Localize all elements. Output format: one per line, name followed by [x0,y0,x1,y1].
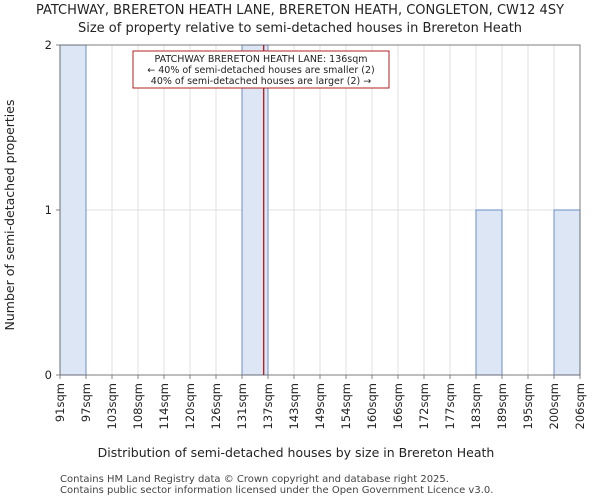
y-axis-label: Number of semi-detached properties [2,100,17,331]
x-tick-label: 154sqm [339,383,353,429]
x-tick-label: 172sqm [417,383,431,429]
y-tick-label: 2 [45,38,52,52]
x-tick-label: 114sqm [157,383,171,429]
chart-title: PATCHWAY, BRERETON HEATH LANE, BRERETON … [36,3,564,18]
x-tick-label: 126sqm [209,383,223,429]
chart-subtitle: Size of property relative to semi-detach… [78,21,522,36]
annotation-line-3: 40% of semi-detached houses are larger (… [151,76,371,87]
annotation-line-2: ← 40% of semi-detached houses are smalle… [147,65,375,76]
annotation-line-1: PATCHWAY BRERETON HEATH LANE: 136sqm [154,54,367,65]
x-tick-label: 103sqm [105,383,119,429]
x-tick-label: 97sqm [79,383,93,422]
x-tick-label: 183sqm [469,383,483,429]
x-tick-label: 200sqm [547,383,561,429]
x-axis-label: Distribution of semi-detached houses by … [98,445,495,460]
x-tick-label: 108sqm [131,383,145,429]
x-tick-label: 195sqm [521,383,535,429]
x-tick-label: 131sqm [235,383,249,429]
annotation-box [132,50,390,89]
x-tick-label: 177sqm [443,383,457,429]
x-tick-label: 189sqm [495,383,509,429]
x-tick-label: 166sqm [391,383,405,429]
x-tick-label: 137sqm [261,383,275,429]
bar [59,44,87,376]
x-tick-label: 91sqm [53,383,67,422]
x-axis-ticks: 91sqm 97sqm 103sqm 108sqm 114sqm 120sqm 126sqm… [53,375,587,429]
x-tick-label: 206sqm [573,383,587,429]
y-axis-ticks: 0 1 2 [45,38,60,382]
footer-line-1: Contains HM Land Registry data © Crown c… [60,474,449,485]
x-tick-label: 120sqm [183,383,197,429]
x-tick-label: 143sqm [287,383,301,429]
y-tick-label: 1 [45,203,52,217]
annotation: PATCHWAY BRERETON HEATH LANE: 136sqm ← 4… [132,50,390,89]
footer-line-2: Contains public sector information licen… [60,485,493,496]
x-tick-label: 160sqm [365,383,379,429]
x-tick-label: 149sqm [313,383,327,429]
bar [475,209,503,376]
bar [553,209,581,376]
y-tick-label: 0 [45,368,52,382]
